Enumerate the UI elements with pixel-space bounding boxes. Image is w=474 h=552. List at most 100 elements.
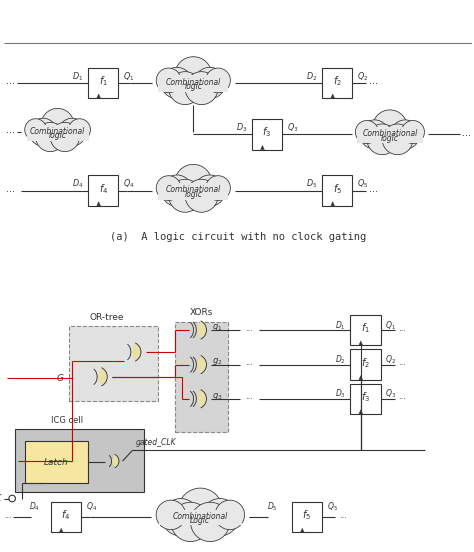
Text: $D_3$: $D_3$ xyxy=(236,121,247,134)
Circle shape xyxy=(169,179,201,213)
Circle shape xyxy=(373,110,407,145)
Bar xyxy=(27,125,89,141)
Bar xyxy=(16,429,144,492)
Text: $Q_2$: $Q_2$ xyxy=(357,70,368,83)
Text: $f_5$: $f_5$ xyxy=(333,182,342,195)
Text: $Q_4$: $Q_4$ xyxy=(123,178,135,190)
Text: $D_4$: $D_4$ xyxy=(29,501,40,513)
Circle shape xyxy=(194,67,226,99)
Circle shape xyxy=(206,68,230,93)
Text: $f_4$: $f_4$ xyxy=(61,508,71,522)
Polygon shape xyxy=(359,410,363,414)
Text: $f_3$: $f_3$ xyxy=(361,390,370,404)
Text: Combinational: Combinational xyxy=(173,512,228,521)
Circle shape xyxy=(29,118,57,146)
Wedge shape xyxy=(131,343,141,361)
Wedge shape xyxy=(196,355,207,374)
Bar xyxy=(252,119,282,150)
Circle shape xyxy=(401,120,424,144)
Text: Latch: Latch xyxy=(44,458,69,466)
Text: Combinational: Combinational xyxy=(166,185,221,194)
Text: ...: ... xyxy=(6,76,15,86)
Circle shape xyxy=(367,124,398,155)
Text: ...: ... xyxy=(398,358,406,367)
Text: (a)  A logic circuit with no clock gating: (a) A logic circuit with no clock gating xyxy=(109,231,366,242)
Text: $D_4$: $D_4$ xyxy=(72,178,83,190)
Text: $g_1$: $g_1$ xyxy=(212,322,222,333)
Wedge shape xyxy=(196,321,207,339)
Circle shape xyxy=(161,175,192,206)
Bar xyxy=(174,322,228,432)
Text: ...: ... xyxy=(462,128,471,137)
Text: XORs: XORs xyxy=(190,308,213,317)
Polygon shape xyxy=(301,528,304,533)
Text: ...: ... xyxy=(369,184,378,194)
Bar xyxy=(350,349,381,380)
Circle shape xyxy=(185,179,218,213)
Circle shape xyxy=(162,498,200,536)
Circle shape xyxy=(178,488,222,532)
Wedge shape xyxy=(196,390,207,408)
Circle shape xyxy=(356,120,378,144)
Bar xyxy=(322,68,353,98)
Text: $f_2$: $f_2$ xyxy=(361,356,370,370)
Polygon shape xyxy=(359,341,363,345)
Text: ...: ... xyxy=(246,323,254,333)
Text: $g_2$: $g_2$ xyxy=(212,357,222,367)
Text: $Q_4$: $Q_4$ xyxy=(86,501,97,513)
Bar xyxy=(51,502,81,533)
Text: logic: logic xyxy=(184,82,202,91)
Polygon shape xyxy=(97,94,100,98)
Polygon shape xyxy=(97,201,100,206)
Polygon shape xyxy=(331,201,335,206)
Text: $Q_3$: $Q_3$ xyxy=(385,388,396,400)
Text: $f_1$: $f_1$ xyxy=(361,321,370,335)
Circle shape xyxy=(58,118,86,146)
Text: $G$: $G$ xyxy=(56,372,64,383)
Bar xyxy=(158,183,228,200)
Text: $Q_3$: $Q_3$ xyxy=(287,121,299,134)
Polygon shape xyxy=(359,376,363,380)
Circle shape xyxy=(360,120,389,149)
Circle shape xyxy=(156,176,181,200)
Text: $Q_5$: $Q_5$ xyxy=(357,178,368,190)
Text: ...: ... xyxy=(398,323,406,333)
Text: $D_2$: $D_2$ xyxy=(306,70,318,83)
Text: CLK: CLK xyxy=(0,494,1,503)
Text: Combinational: Combinational xyxy=(166,77,221,87)
Text: $f_3$: $f_3$ xyxy=(263,126,272,140)
Circle shape xyxy=(382,124,413,155)
Text: OR-tree: OR-tree xyxy=(90,312,124,322)
Polygon shape xyxy=(59,528,63,533)
Text: ...: ... xyxy=(4,511,12,520)
Text: $f_1$: $f_1$ xyxy=(99,74,108,88)
Text: ...: ... xyxy=(6,184,15,194)
Text: $D_5$: $D_5$ xyxy=(267,501,278,513)
Bar xyxy=(357,127,422,143)
Bar xyxy=(350,315,381,345)
Text: $g_3$: $g_3$ xyxy=(212,390,222,401)
Text: logic: logic xyxy=(48,131,66,140)
Circle shape xyxy=(175,57,212,94)
Circle shape xyxy=(69,119,91,141)
Text: ...: ... xyxy=(398,392,406,401)
Text: ...: ... xyxy=(6,125,15,135)
Circle shape xyxy=(191,502,230,542)
Text: gated_CLK: gated_CLK xyxy=(136,438,177,447)
Text: $Q_1$: $Q_1$ xyxy=(385,319,396,332)
Text: logic: logic xyxy=(184,190,202,199)
Text: ...: ... xyxy=(369,76,378,86)
Bar xyxy=(158,75,228,92)
Text: $Q_5$: $Q_5$ xyxy=(327,501,337,513)
Bar xyxy=(159,510,242,526)
Circle shape xyxy=(25,119,46,141)
Bar xyxy=(88,176,118,206)
Text: $D_1$: $D_1$ xyxy=(335,319,346,332)
Polygon shape xyxy=(261,146,264,150)
Circle shape xyxy=(194,175,226,206)
Circle shape xyxy=(201,498,239,536)
Bar xyxy=(25,441,88,483)
Text: Combinational: Combinational xyxy=(30,127,85,136)
Circle shape xyxy=(215,500,245,529)
Polygon shape xyxy=(331,94,335,98)
